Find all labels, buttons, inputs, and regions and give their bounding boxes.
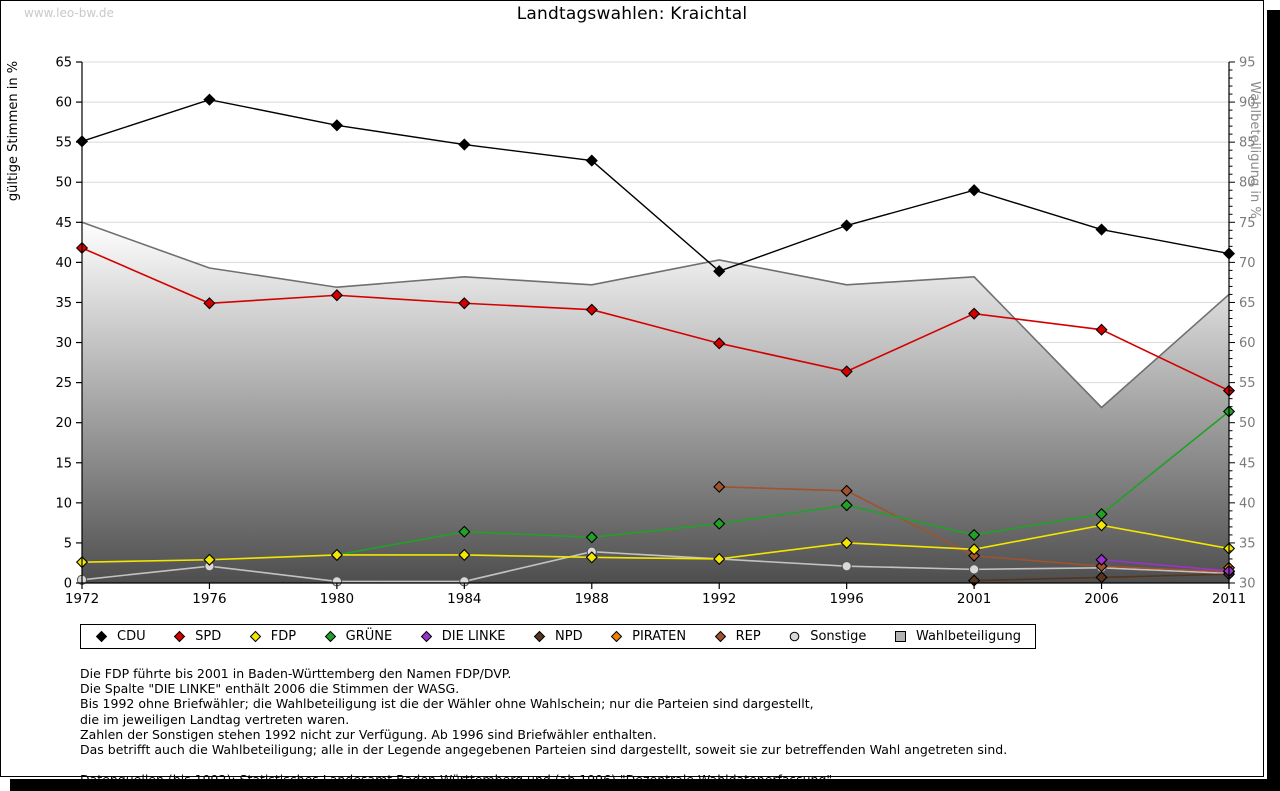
legend-label: CDU bbox=[117, 629, 146, 644]
legend-label: Wahlbeteiligung bbox=[915, 629, 1021, 644]
svg-text:10: 10 bbox=[55, 496, 72, 511]
svg-text:40: 40 bbox=[55, 256, 72, 271]
svg-text:30: 30 bbox=[55, 336, 72, 351]
footnote-line: Zahlen der Sonstigen stehen 1992 nicht z… bbox=[80, 726, 657, 742]
x-axis-label: 1996 bbox=[829, 591, 863, 607]
watermark: www.leo-bw.de bbox=[24, 6, 114, 20]
svg-text:40: 40 bbox=[1239, 496, 1256, 511]
x-axis-label: 1988 bbox=[575, 591, 609, 607]
svg-text:55: 55 bbox=[1239, 376, 1256, 391]
series-fdp bbox=[75, 519, 1236, 569]
svg-text:85: 85 bbox=[1239, 136, 1256, 151]
legend-marker-icon bbox=[420, 630, 432, 643]
legend-item-fdp: FDP bbox=[249, 629, 296, 644]
legend-marker-icon bbox=[324, 630, 336, 643]
svg-text:25: 25 bbox=[55, 376, 72, 391]
legend-marker-icon bbox=[173, 630, 186, 643]
legend-label: Sonstige bbox=[810, 629, 867, 644]
x-axis-label: 2006 bbox=[1084, 591, 1118, 607]
footnote-line: Die FDP führte bis 2001 in Baden-Württem… bbox=[80, 666, 512, 681]
drop-shadow-bottom bbox=[10, 779, 1280, 791]
svg-text:35: 35 bbox=[1239, 536, 1256, 551]
legend-item-wahlbeteiligung: Wahlbeteiligung bbox=[894, 629, 1021, 644]
legend-label: DIE LINKE bbox=[441, 629, 506, 644]
legend-marker-icon bbox=[610, 630, 623, 643]
legend-label: FDP bbox=[270, 629, 297, 644]
svg-text:45: 45 bbox=[1239, 456, 1256, 471]
svg-text:60: 60 bbox=[55, 96, 72, 111]
svg-text:65: 65 bbox=[1239, 296, 1256, 311]
x-axis-label: 2001 bbox=[957, 591, 991, 607]
drop-shadow-right bbox=[1267, 10, 1280, 791]
legend-label: SPD bbox=[195, 629, 222, 644]
turnout-area-boundary bbox=[81, 221, 1230, 409]
legend-item-sonstige: Sonstige bbox=[788, 629, 866, 644]
svg-text:0: 0 bbox=[64, 577, 72, 592]
chart-legend: CDU SPD FDP GRÜNE DIE LINKE NPD PIRATEN REP Sons… bbox=[80, 624, 1036, 649]
left-axis-title: gültige Stimmen in % bbox=[6, 61, 21, 201]
legend-item-piraten: PIRATEN bbox=[610, 629, 686, 644]
svg-text:45: 45 bbox=[55, 216, 72, 231]
svg-text:5: 5 bbox=[64, 536, 72, 551]
x-axis-label: 1992 bbox=[702, 591, 736, 607]
footnotes: Die FDP führte bis 2001 in Baden-Württem… bbox=[80, 666, 1220, 787]
footnote-line: die im jeweiligen Landtag vertreten ware… bbox=[80, 711, 350, 727]
x-axis-label: 1984 bbox=[447, 591, 481, 607]
legend-marker-icon bbox=[789, 631, 800, 642]
data-source-line: Datenquellen (bis 1992): Statistisches L… bbox=[80, 772, 837, 788]
svg-text:50: 50 bbox=[55, 176, 72, 191]
legend-item-cdu: CDU bbox=[95, 629, 146, 644]
svg-text:70: 70 bbox=[1239, 256, 1256, 271]
legend-item-spd: SPD bbox=[173, 629, 221, 644]
x-axis-label: 1972 bbox=[65, 591, 99, 607]
footnote-line: Die Spalte "DIE LINKE" enthält 2006 die … bbox=[80, 681, 460, 697]
svg-text:50: 50 bbox=[1239, 416, 1256, 431]
svg-text:55: 55 bbox=[55, 136, 72, 151]
legend-marker-icon bbox=[249, 630, 261, 643]
x-axis-label: 2011 bbox=[1212, 591, 1246, 607]
footnote-line: Bis 1992 ohne Briefwähler; die Wahlbetei… bbox=[80, 696, 814, 712]
svg-text:80: 80 bbox=[1239, 176, 1256, 191]
right-axis-title: Wahlbeteiligung in % bbox=[1247, 81, 1262, 218]
x-axis-label: 1980 bbox=[320, 591, 354, 607]
legend-marker-icon bbox=[894, 631, 906, 642]
legend-label: PIRATEN bbox=[632, 629, 687, 644]
svg-text:30: 30 bbox=[1239, 577, 1256, 592]
legend-label: REP bbox=[735, 629, 761, 644]
footnote-line: Das betrifft auch die Wahlbeteiligung; a… bbox=[80, 742, 1008, 758]
legend-item-grüne: GRÜNE bbox=[324, 629, 393, 644]
svg-text:60: 60 bbox=[1239, 336, 1256, 351]
legend-label: GRÜNE bbox=[345, 629, 393, 644]
series-cdu bbox=[75, 93, 1236, 278]
legend-item-rep: REP bbox=[714, 629, 761, 644]
legend-marker-icon bbox=[714, 630, 726, 643]
svg-text:95: 95 bbox=[1239, 56, 1256, 71]
legend-marker-icon bbox=[95, 630, 108, 643]
chart-title: Landtagswahlen: Kraichtal bbox=[516, 4, 748, 24]
legend-item-npd: NPD bbox=[533, 629, 583, 644]
series-spd bbox=[75, 241, 1236, 397]
svg-text:35: 35 bbox=[55, 296, 72, 311]
svg-text:75: 75 bbox=[1239, 216, 1256, 231]
legend-item-die-linke: DIE LINKE bbox=[420, 629, 506, 644]
legend-label: NPD bbox=[555, 629, 583, 644]
svg-text:90: 90 bbox=[1239, 96, 1256, 111]
svg-text:65: 65 bbox=[55, 56, 72, 71]
election-line-chart: 0 5 10 15 20 25 30 35 40 45 50 55 60 65 30 35 40 45 50 55 60… bbox=[6, 56, 1262, 608]
series-grüne bbox=[330, 405, 1236, 562]
svg-text:15: 15 bbox=[55, 456, 72, 471]
x-axis-label: 1976 bbox=[192, 591, 226, 607]
svg-text:20: 20 bbox=[55, 416, 72, 431]
legend-marker-icon bbox=[533, 630, 546, 643]
